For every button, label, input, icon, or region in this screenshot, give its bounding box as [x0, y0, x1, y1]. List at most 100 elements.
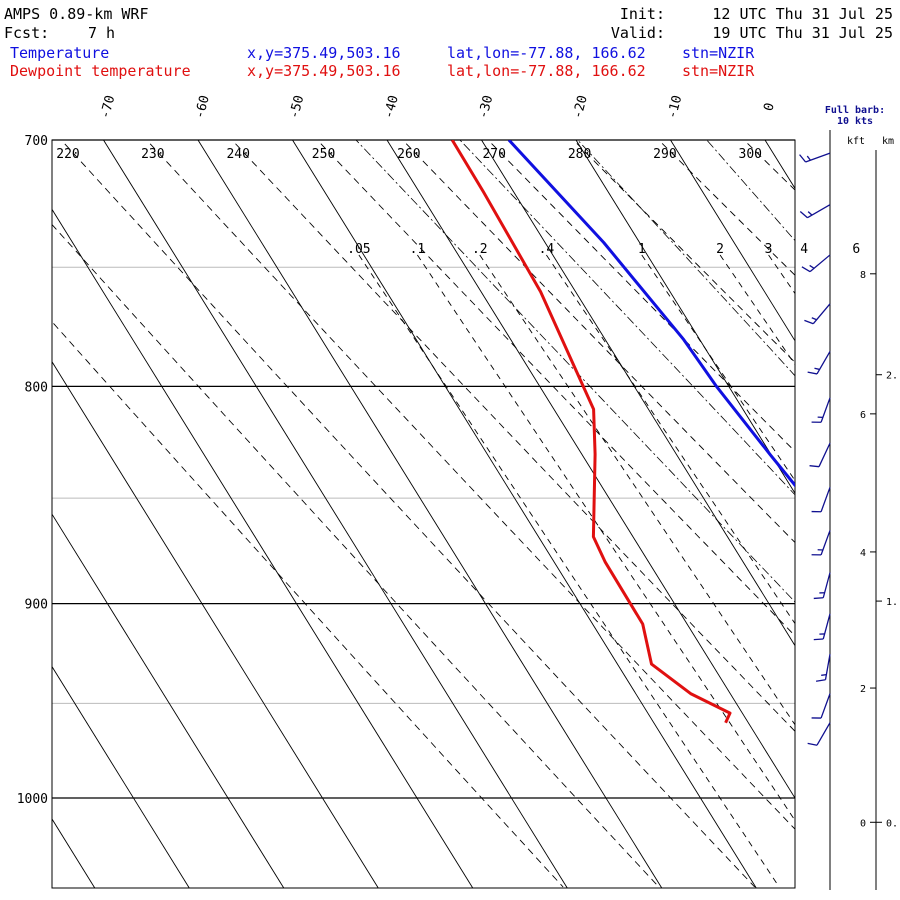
wind-barb-flag [807, 742, 818, 746]
mixing-ratio-line [546, 254, 795, 625]
isotherm-line [103, 140, 568, 888]
wind-barb [801, 254, 831, 273]
wind-barb-staff [816, 722, 831, 746]
wind-barb [799, 152, 831, 163]
wind-barb-staff [807, 204, 831, 219]
dry-adiabat-line [146, 140, 795, 830]
pressure-labels: 700 800 900 1000 [17, 134, 48, 807]
temperature-tick-label: -40 [381, 94, 402, 121]
legend-dewpoint-latlon: lat,lon=-77.88, 166.62 [447, 62, 646, 80]
wind-barb [813, 572, 831, 600]
mixing-ratio-line [358, 254, 779, 886]
theta-tick-label: 260 [397, 147, 420, 162]
temperature-tick-label: -10 [665, 94, 686, 121]
kft-tick-label: 8 [860, 270, 866, 281]
barb-note-line1: Full barb: [825, 105, 885, 116]
init-value: 12 UTC Thu 31 Jul 25 [712, 5, 893, 23]
legend-temperature-name: Temperature [10, 44, 109, 62]
kft-tick-label: 0 [860, 818, 866, 829]
pressure-tick-label: 700 [25, 134, 48, 149]
mixing-ratio-tick-label: .05 [347, 242, 370, 257]
dry-adiabat-line [52, 223, 660, 888]
mixing-ratio-line [417, 254, 795, 822]
wind-barb-flag [804, 319, 814, 325]
isobar-lines [52, 139, 795, 799]
mixing-ratio-line [719, 254, 795, 366]
mixing-ratio-tick-label: 6 [852, 242, 860, 257]
wind-barb-half-flag [811, 317, 817, 321]
wind-barb-staff [809, 254, 831, 273]
wind-barb-flag [799, 154, 807, 163]
theta-tick-label: 290 [653, 147, 676, 162]
wind-barb [809, 442, 831, 468]
barb-note-line2: 10 kts [837, 116, 873, 127]
isotherm-line [52, 818, 96, 888]
temperature-tick-label: -30 [476, 94, 497, 121]
wind-barb-staff [805, 152, 831, 163]
wind-barb-staff [822, 572, 831, 598]
valid-label: Valid: [611, 24, 665, 42]
temperature-labels: -70 -60 -50 -40 -30 -20 -10 0 [98, 94, 778, 121]
mixing-ratio-tick-label: 2 [716, 242, 724, 257]
dry-adiabat-line [402, 140, 795, 544]
grid-layer [52, 135, 900, 888]
theta-tick-label: 220 [56, 147, 79, 162]
fcst-label: Fcst: [4, 24, 49, 42]
legend-dewpoint-name: Dewpoint temperature [10, 62, 191, 80]
mixing-ratio-line [641, 254, 795, 482]
isotherm-line [197, 140, 663, 888]
wind-barb-half-flag [809, 264, 815, 269]
kft-tick-label: 6 [860, 410, 866, 421]
valid-value: 19 UTC Thu 31 Jul 25 [712, 24, 893, 42]
isotherm-line [860, 140, 900, 888]
wind-barb-half-flag [806, 155, 811, 161]
mixing-ratio-tick-label: .2 [472, 242, 488, 257]
wind-barbs [799, 130, 831, 890]
km-tick-label: 0. [886, 818, 898, 829]
wind-barb-flag [801, 266, 811, 273]
wind-barb-staff [820, 487, 831, 512]
pressure-tick-label: 900 [25, 598, 48, 613]
km-tick-label: 2. [886, 371, 898, 382]
isotherm-line [670, 140, 795, 342]
mixing-ratio-tick-label: .1 [410, 242, 426, 257]
temperature-tick-label: -70 [98, 94, 119, 121]
wind-barb-half-flag [814, 367, 820, 371]
isotherm-line [52, 360, 379, 888]
series-line-dewpoint-temperature [450, 140, 732, 724]
moist-adiabat-line [706, 140, 795, 242]
mixing-ratio-tick-label: 1 [638, 242, 646, 257]
temperature-tick-label: -60 [192, 94, 213, 121]
wind-barb-half-flag [821, 674, 827, 676]
wind-barb [815, 654, 831, 682]
km-label: km [882, 136, 894, 147]
isotherm-line [386, 140, 795, 799]
wind-barb [811, 693, 831, 719]
wind-barb [807, 722, 831, 746]
theta-tick-label: 300 [739, 147, 762, 162]
theta-tick-label: 230 [141, 147, 164, 162]
wind-barb-flag [799, 211, 808, 219]
theta-labels: 220 230 240 250 260 270 280 290 300 [56, 147, 762, 162]
fcst-value: 7 h [88, 24, 115, 42]
kft-tick-label: 4 [860, 548, 866, 559]
dry-adiabat-line [824, 135, 900, 887]
wind-barb-flag [815, 679, 826, 682]
theta-tick-label: 240 [226, 147, 249, 162]
pressure-tick-label: 800 [25, 380, 48, 395]
km-tick-label: 1. [886, 597, 898, 608]
temperature-tick-label: 0 [761, 101, 778, 112]
wind-barb-half-flag [807, 211, 813, 216]
mixing-ratio-tick-label: 3 [765, 242, 773, 257]
dry-adiabat-line [572, 140, 795, 364]
series-line-temperature [507, 140, 795, 488]
model-title: AMPS 0.89-km WRF [4, 5, 149, 23]
isotherm-line [292, 140, 757, 888]
wind-barb [804, 303, 831, 325]
dry-adiabat-line [316, 140, 795, 637]
theta-tick-label: 250 [312, 147, 335, 162]
isotherm-line [52, 208, 474, 888]
wind-barb-staff [822, 613, 831, 640]
mixing-ratio-line [804, 255, 900, 885]
